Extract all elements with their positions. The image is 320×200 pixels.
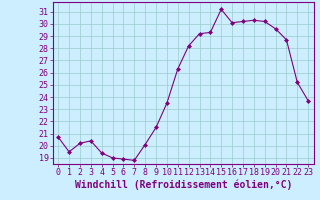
X-axis label: Windchill (Refroidissement éolien,°C): Windchill (Refroidissement éolien,°C) xyxy=(75,180,292,190)
